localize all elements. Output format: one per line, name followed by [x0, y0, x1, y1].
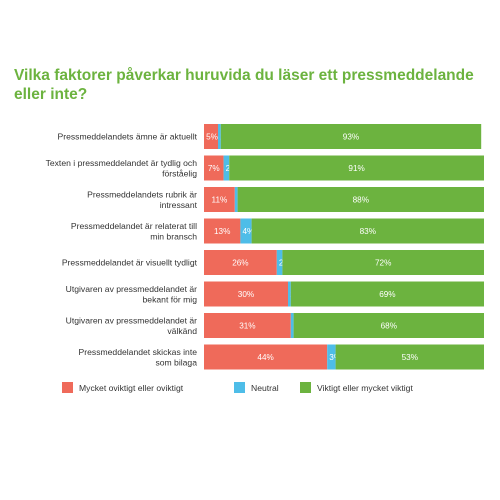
bar-value-label: 7% [208, 164, 220, 173]
bar-value-label: 88% [353, 196, 369, 205]
row-label: Pressmeddelandet skickas inte som bilaga [79, 347, 198, 368]
bar-value-label: 5% [206, 133, 218, 142]
bar-value-label: 93% [343, 133, 359, 142]
bar-value-label: 31% [239, 322, 255, 331]
bar-segment-neutral [218, 124, 221, 149]
bar-segment-neutral [290, 313, 294, 338]
row-label: Utgivaren av pressmeddelandet är välkänd [66, 315, 198, 336]
row-label: Pressmeddelandet är relaterat till min br… [71, 221, 197, 242]
row-label: Pressmeddelandets rubrik är intressant [87, 189, 197, 210]
bar-segment-positive [229, 155, 484, 181]
legend-label-negative: Mycket oviktigt eller oviktigt [79, 382, 184, 393]
bar-segment-negative [204, 281, 288, 307]
bar-segment-positive [237, 187, 484, 212]
bar-value-label: 30% [238, 290, 254, 299]
bar-segment-negative [204, 250, 277, 275]
row-label: Pressmeddelandets ämne är aktuellt [58, 132, 198, 142]
row-label: Pressmeddelandet är visuellt tydligt [62, 258, 198, 268]
legend-item-positive: Viktigt eller mycket viktigt [300, 382, 413, 393]
bar-value-label: 13% [214, 227, 230, 236]
bar-segment-positive [220, 124, 482, 149]
bar-value-label: 72% [375, 259, 391, 268]
bar-segment-neutral [276, 250, 283, 275]
bar-segment-negative [204, 218, 241, 244]
bar-segment-neutral [234, 187, 238, 212]
bar-value-label: 44% [257, 353, 273, 362]
row-label: Utgivaren av pressmeddelandet är bekant f… [66, 284, 198, 305]
bar-segment-positive [251, 218, 484, 244]
legend-item-neutral: Neutral [234, 382, 279, 393]
legend-label-neutral: Neutral [251, 382, 279, 393]
legend-label-positive: Viktigt eller mycket viktigt [317, 382, 413, 393]
bar-segment-positive [293, 313, 484, 338]
bar-value-label: 68% [381, 322, 397, 331]
bar-segment-positive [335, 344, 484, 370]
bar-segment-neutral [240, 218, 252, 244]
chart-title: Vilka faktorer påverkar huruvida du läse… [14, 67, 474, 103]
bar-segment-negative [204, 344, 328, 370]
legend-swatch-negative [62, 382, 73, 393]
bar-value-label: 26% [232, 259, 248, 268]
bar-segment-neutral [288, 281, 291, 307]
bar-segment-negative [204, 187, 235, 212]
legend-swatch-neutral [234, 382, 245, 393]
bar-segment-negative [204, 155, 224, 181]
bar-value-label: 69% [379, 290, 395, 299]
bar-value-label: 11% [212, 196, 228, 205]
bar-segment-positive [290, 281, 484, 307]
legend-swatch-positive [300, 382, 311, 393]
legend: Mycket oviktigt eller oviktigt Neutral V… [62, 382, 482, 398]
bar-segment-negative [204, 124, 218, 149]
legend-item-negative: Mycket oviktigt eller oviktigt [62, 382, 183, 393]
bar-segment-negative [204, 313, 291, 338]
bar-segment-positive [282, 250, 484, 275]
bar-value-label: 91% [348, 164, 364, 173]
bar-value-label: 53% [402, 353, 418, 362]
bar-value-label: 83% [360, 227, 376, 236]
bar-value-label: 3% [329, 353, 341, 362]
bar-segment-neutral [223, 155, 230, 181]
row-label: Texten i pressmeddelandet är tydlig och f… [46, 158, 198, 179]
bar-value-label: 4% [242, 227, 254, 236]
bar-segment-neutral [327, 344, 336, 370]
